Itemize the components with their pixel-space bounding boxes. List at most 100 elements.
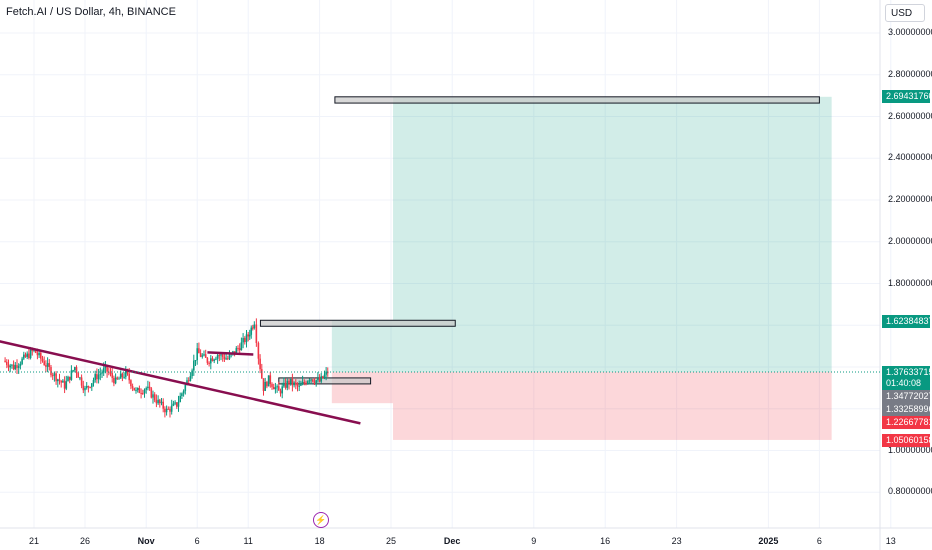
candle-body xyxy=(87,386,90,388)
candle-body xyxy=(187,380,190,382)
price-badge: 1.33258996 xyxy=(882,403,932,416)
candle-body xyxy=(281,386,283,394)
candle-body xyxy=(133,387,136,391)
currency-button[interactable]: USD xyxy=(885,4,925,22)
candle-body xyxy=(26,353,28,357)
candle-body xyxy=(55,373,57,382)
price-badge-value: 1.22667781 xyxy=(886,417,932,427)
candle-body xyxy=(96,374,98,380)
candle-body xyxy=(255,324,258,343)
candle-body xyxy=(11,364,13,366)
candle-body xyxy=(102,368,105,373)
price-badge-value: 2.69431760 xyxy=(886,91,932,101)
candle-body xyxy=(269,375,272,384)
symbol-title: Fetch.AI / US Dollar, 4h, BINANCE xyxy=(6,6,176,18)
candle-body xyxy=(303,381,306,383)
candle-body xyxy=(150,388,153,398)
candle-body xyxy=(216,355,219,359)
candle-body xyxy=(119,373,122,379)
candle-body xyxy=(272,386,275,390)
candle-body xyxy=(201,355,204,357)
candle-body xyxy=(29,349,32,358)
candle-body xyxy=(6,361,8,365)
candle-body xyxy=(143,389,146,394)
candle-body xyxy=(325,371,327,375)
candle-body xyxy=(181,393,183,396)
candle-body xyxy=(253,324,256,329)
candle-body xyxy=(36,352,39,356)
candle-body xyxy=(23,354,25,359)
candle-body xyxy=(211,358,214,362)
candle-body xyxy=(276,386,278,388)
candle-body xyxy=(274,387,277,390)
candle-body xyxy=(310,379,312,381)
candle-body xyxy=(94,374,96,381)
candle-body xyxy=(145,387,147,390)
candle-body xyxy=(46,363,49,367)
candle-body xyxy=(72,370,74,372)
candle-body xyxy=(45,365,47,367)
candle-body xyxy=(238,348,241,351)
price-tick-label: 2.20000000 xyxy=(888,194,932,204)
candle-body xyxy=(308,380,311,382)
candle-body xyxy=(315,380,317,383)
candle-body xyxy=(123,376,125,378)
candle-body xyxy=(295,382,297,385)
candle-body xyxy=(7,364,10,368)
candle-body xyxy=(223,356,226,360)
candle-body xyxy=(266,382,268,387)
candle-body xyxy=(34,349,37,353)
time-tick-label: 16 xyxy=(600,536,611,546)
price-badge: 2.69431760 xyxy=(882,90,932,103)
candle-body xyxy=(174,402,176,404)
candle-body xyxy=(70,370,73,380)
candle-body xyxy=(193,360,195,371)
candle-body xyxy=(51,375,54,377)
candle-body xyxy=(301,381,304,385)
candle-body xyxy=(142,393,144,395)
candle-body xyxy=(85,386,88,388)
candle-body xyxy=(271,383,273,387)
candle-body xyxy=(225,358,227,360)
candle-body xyxy=(194,360,197,362)
trendline xyxy=(207,351,254,356)
trendline xyxy=(0,340,361,425)
candle-body xyxy=(182,390,185,394)
candle-body xyxy=(17,365,20,368)
candle-body xyxy=(288,380,290,384)
candle-body xyxy=(57,379,59,382)
price-badge-value: 1.05060158 xyxy=(886,435,932,445)
candle-body xyxy=(296,384,299,387)
price-tick-label: 2.80000000 xyxy=(888,68,932,79)
candle-body xyxy=(135,390,137,392)
candle-body xyxy=(237,348,239,350)
candle-body xyxy=(4,360,6,362)
candle-body xyxy=(322,376,324,378)
price-tick-label: 1.80000000 xyxy=(888,277,932,288)
candle-body xyxy=(306,381,309,384)
candle-body xyxy=(68,376,71,380)
candle-body xyxy=(136,388,139,391)
candle-body xyxy=(221,354,224,357)
candle-body xyxy=(167,408,170,410)
candle-body xyxy=(289,378,292,384)
candle-body xyxy=(305,382,307,384)
supply-zone-rect xyxy=(259,319,456,327)
candle-body xyxy=(291,378,294,386)
lightning-icon[interactable]: ⚡ xyxy=(313,512,329,528)
price-badge-value: 1.62384837 xyxy=(886,316,932,326)
candle-body xyxy=(19,364,22,366)
candle-body xyxy=(126,369,129,374)
price-badge: 1.05060158 xyxy=(882,434,932,447)
candle-body xyxy=(170,405,173,412)
time-tick-label: 25 xyxy=(385,536,397,546)
price-badge-value: 1.34772027 xyxy=(886,391,932,401)
candle-body xyxy=(278,386,280,391)
time-tick-label: 13 xyxy=(885,536,896,546)
candle-body xyxy=(240,342,243,351)
time-tick-label: Nov xyxy=(137,536,155,546)
price-badge: 1.62384837 xyxy=(882,315,932,328)
candle-body xyxy=(198,348,200,354)
candle-body xyxy=(43,361,45,366)
